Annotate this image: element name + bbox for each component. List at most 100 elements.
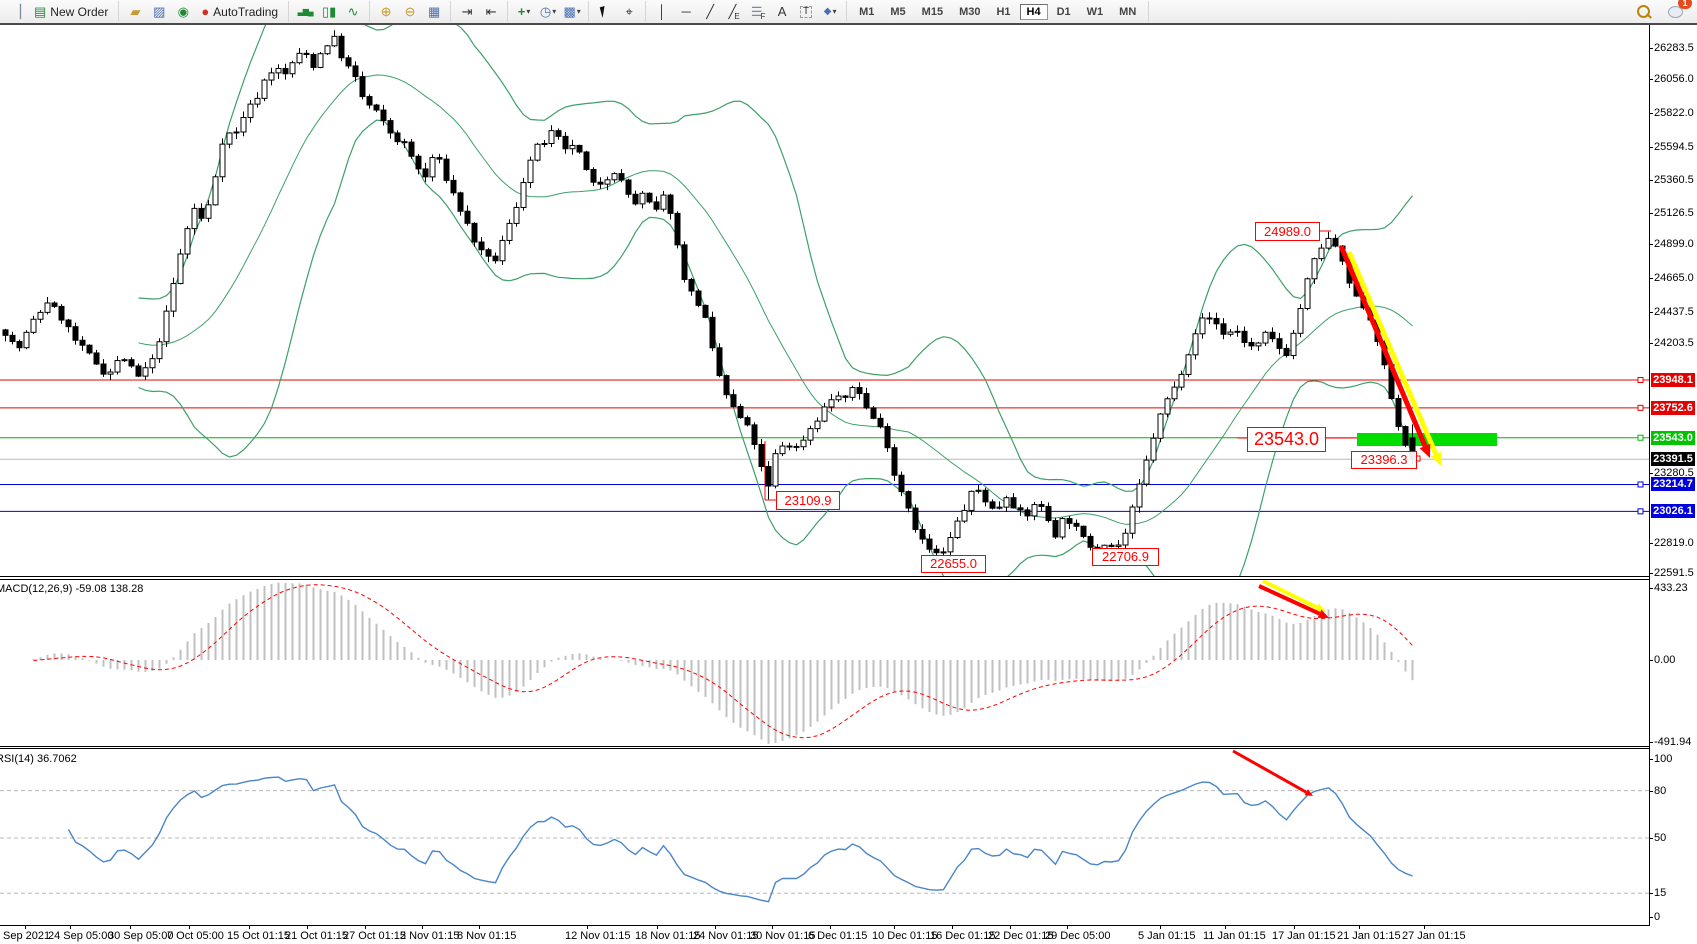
indicators-button[interactable]: + ▾: [513, 3, 535, 21]
timeframe-m15[interactable]: M15: [921, 5, 944, 18]
y-tick-label: 25822.0: [1654, 107, 1694, 119]
x-tick-label: 16 Dec 01:15: [930, 930, 996, 942]
rsi-tick-label: 100: [1654, 753, 1673, 765]
x-tick-mark: [1359, 926, 1360, 929]
fibonacci-icon[interactable]: ☰ F: [747, 3, 769, 21]
hline-handle[interactable]: [1637, 481, 1644, 488]
panel-separator[interactable]: [0, 579, 1650, 580]
trend-arrow[interactable]: [1232, 749, 1313, 796]
toolbar-right: 1: [1631, 0, 1697, 21]
crosshair-icon[interactable]: ⌖: [625, 4, 633, 19]
rsi-tick-mark: [1649, 893, 1653, 894]
trend-arrow[interactable]: [1346, 251, 1442, 466]
rsi-tick-mark: [1649, 917, 1653, 918]
horizontal-line-icon[interactable]: ─: [681, 4, 691, 19]
x-tick-mark: [307, 926, 308, 929]
time-axis[interactable]: Sep 2021 24 Sep 05:00 30 Sep 05:00 7 Oct 05…: [0, 926, 1697, 944]
signals-icon[interactable]: ◉: [177, 4, 189, 19]
templates-button[interactable]: ▩ ▾: [561, 3, 583, 21]
x-tick-label: 7 Oct 05:00: [167, 930, 224, 942]
candles-layer: [2, 30, 1416, 565]
timeframe-w1[interactable]: W1: [1086, 5, 1104, 18]
shapes-button[interactable]: ◆ ▾: [819, 3, 841, 21]
y-tick-mark: [1649, 312, 1653, 313]
x-tick-label: 29 Dec 05:00: [1045, 930, 1111, 942]
y-tick-mark: [1649, 244, 1653, 245]
macd-tick-label: 433.23: [1654, 582, 1688, 594]
price-callout-label[interactable]: 22706.9: [1092, 548, 1159, 566]
channel-glyph: ╱: [728, 4, 737, 19]
panel-separator[interactable]: [0, 746, 1650, 747]
template-icon: ▩: [563, 4, 576, 19]
timeframe-m30[interactable]: M30: [959, 5, 981, 18]
search-button[interactable]: [1632, 3, 1654, 21]
vertical-line-icon[interactable]: │: [658, 4, 667, 19]
hline-handle[interactable]: [1637, 508, 1644, 515]
candlestick-chart-icon[interactable]: ▯▮: [321, 4, 337, 19]
timeframe-h1[interactable]: H1: [996, 5, 1011, 18]
hline-handle[interactable]: [1637, 404, 1644, 411]
zoom-in-icon[interactable]: ⊕: [380, 4, 392, 19]
search-icon: [1636, 5, 1650, 18]
line-chart-icon[interactable]: ∿: [347, 4, 359, 19]
cursor-button[interactable]: [594, 3, 616, 21]
panel-separator[interactable]: [0, 576, 1650, 577]
price-callout-label[interactable]: 23543.0: [1247, 427, 1326, 452]
autotrading-button[interactable]: ● AutoTrading: [196, 3, 283, 21]
timeframe-mn[interactable]: MN: [1119, 5, 1137, 18]
x-tick-label: 30 Sep 05:00: [108, 930, 174, 942]
market-watch-icon[interactable]: ▰: [130, 4, 141, 19]
trend-arrow[interactable]: [1258, 584, 1329, 618]
periods-button[interactable]: ◷ ▾: [537, 3, 559, 21]
macd-panel[interactable]: [0, 580, 1649, 746]
y-tick-label: 23280.5: [1654, 467, 1694, 479]
notifications-button[interactable]: 1: [1664, 0, 1692, 21]
trend-arrow[interactable]: [1262, 580, 1326, 612]
fibonacci-sub: F: [760, 11, 766, 21]
hline-handle[interactable]: [1637, 377, 1644, 383]
toolbar-group-objects: │ ─ ╱ ╱ E ☰ F A T ◆ ▾: [646, 1, 848, 22]
text-icon[interactable]: A: [777, 4, 787, 19]
dropdown-icon: ▾: [552, 7, 557, 16]
timeframe-d1[interactable]: D1: [1056, 5, 1071, 18]
y-tick-mark: [1649, 48, 1653, 49]
panel-separator[interactable]: [0, 748, 1650, 749]
dropdown-icon: ▾: [576, 7, 581, 16]
price-callout-label[interactable]: 23109.9: [776, 491, 840, 510]
price-badge: 23948.1: [1651, 373, 1695, 387]
window-icon[interactable]: ▕: [11, 4, 21, 19]
y-tick-label: 24899.0: [1654, 238, 1694, 250]
x-tick-mark: [830, 926, 831, 929]
timeframe-m1[interactable]: M1: [859, 5, 875, 18]
rsi-panel[interactable]: [0, 749, 1649, 925]
x-tick-label: 10 Dec 01:15: [872, 930, 938, 942]
macd-signal-line: [33, 584, 1413, 739]
new-order-button[interactable]: ▤ New Order: [29, 3, 113, 21]
x-tick-label: 6 Dec 01:15: [808, 930, 868, 942]
price-callout-label[interactable]: 23396.3: [1351, 451, 1417, 469]
equidistant-channel-icon[interactable]: ╱ E: [723, 3, 745, 21]
y-tick-label: 25360.5: [1654, 174, 1694, 186]
rsi-tick-label: 0: [1654, 911, 1661, 923]
price-axis-border: [1649, 25, 1650, 926]
main-price-panel[interactable]: [0, 25, 1649, 576]
timeframe-h4[interactable]: H4: [1019, 3, 1048, 20]
toolbar: ▕ ▤ New Order ▰ ▨ ◉ ● AutoTrading ▃▆▄ ▯▮…: [0, 0, 1697, 25]
x-tick-mark: [894, 926, 895, 929]
price-callout-label[interactable]: 22655.0: [921, 555, 986, 573]
x-tick-mark: [70, 926, 71, 929]
hline-handle[interactable]: [1637, 434, 1644, 441]
text-label-icon[interactable]: T: [795, 3, 817, 21]
timeframe-m5[interactable]: M5: [890, 5, 906, 18]
auto-scroll-icon[interactable]: ⇥: [461, 4, 473, 19]
trend-arrow[interactable]: [1338, 245, 1431, 458]
zoom-out-icon[interactable]: ⊖: [404, 4, 416, 19]
y-tick-label: 24437.5: [1654, 306, 1694, 318]
bar-chart-icon[interactable]: ▃▆▄: [297, 6, 314, 16]
chart-shift-icon[interactable]: ⇤: [485, 4, 497, 19]
print-preview-icon[interactable]: ▨: [153, 4, 166, 19]
price-callout-label[interactable]: 24989.0: [1255, 222, 1320, 241]
tile-windows-icon[interactable]: ▦: [427, 4, 441, 19]
trendline-icon[interactable]: ╱: [706, 4, 715, 19]
y-tick-mark: [1649, 213, 1653, 214]
